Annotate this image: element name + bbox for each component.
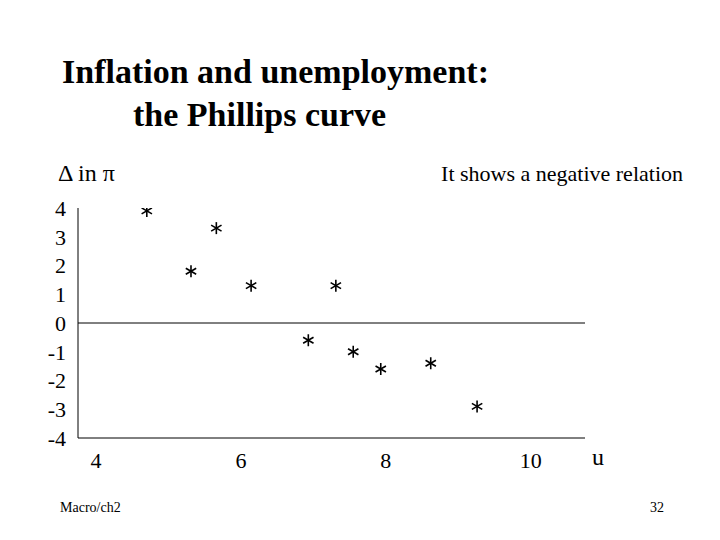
svg-text:-3: -3 xyxy=(48,397,66,422)
svg-text:8: 8 xyxy=(380,448,391,473)
html-text:32: 32 xyxy=(650,500,664,515)
svg-text:4: 4 xyxy=(55,196,66,221)
html-text:Δ in π: Δ in π xyxy=(58,160,115,186)
svg-text:-1: -1 xyxy=(48,340,66,365)
svg-text:3: 3 xyxy=(55,225,66,250)
svg-text:-4: -4 xyxy=(48,426,66,451)
svg-text:1: 1 xyxy=(55,282,66,307)
html-text:Inflation and unemployment:: Inflation and unemployment: xyxy=(62,53,489,90)
svg-text:6: 6 xyxy=(235,448,246,473)
svg-text:-2: -2 xyxy=(48,368,66,393)
html-text:It shows a negative relation: It shows a negative relation xyxy=(441,161,683,186)
svg-text:4: 4 xyxy=(91,448,102,473)
html-text:u: u xyxy=(592,444,604,470)
svg-text:2: 2 xyxy=(55,253,66,278)
html-text:the Phillips curve: the Phillips curve xyxy=(133,96,387,133)
html-text:Macro/ch2: Macro/ch2 xyxy=(60,500,121,515)
svg-text:10: 10 xyxy=(520,448,542,473)
svg-text:0: 0 xyxy=(55,311,66,336)
